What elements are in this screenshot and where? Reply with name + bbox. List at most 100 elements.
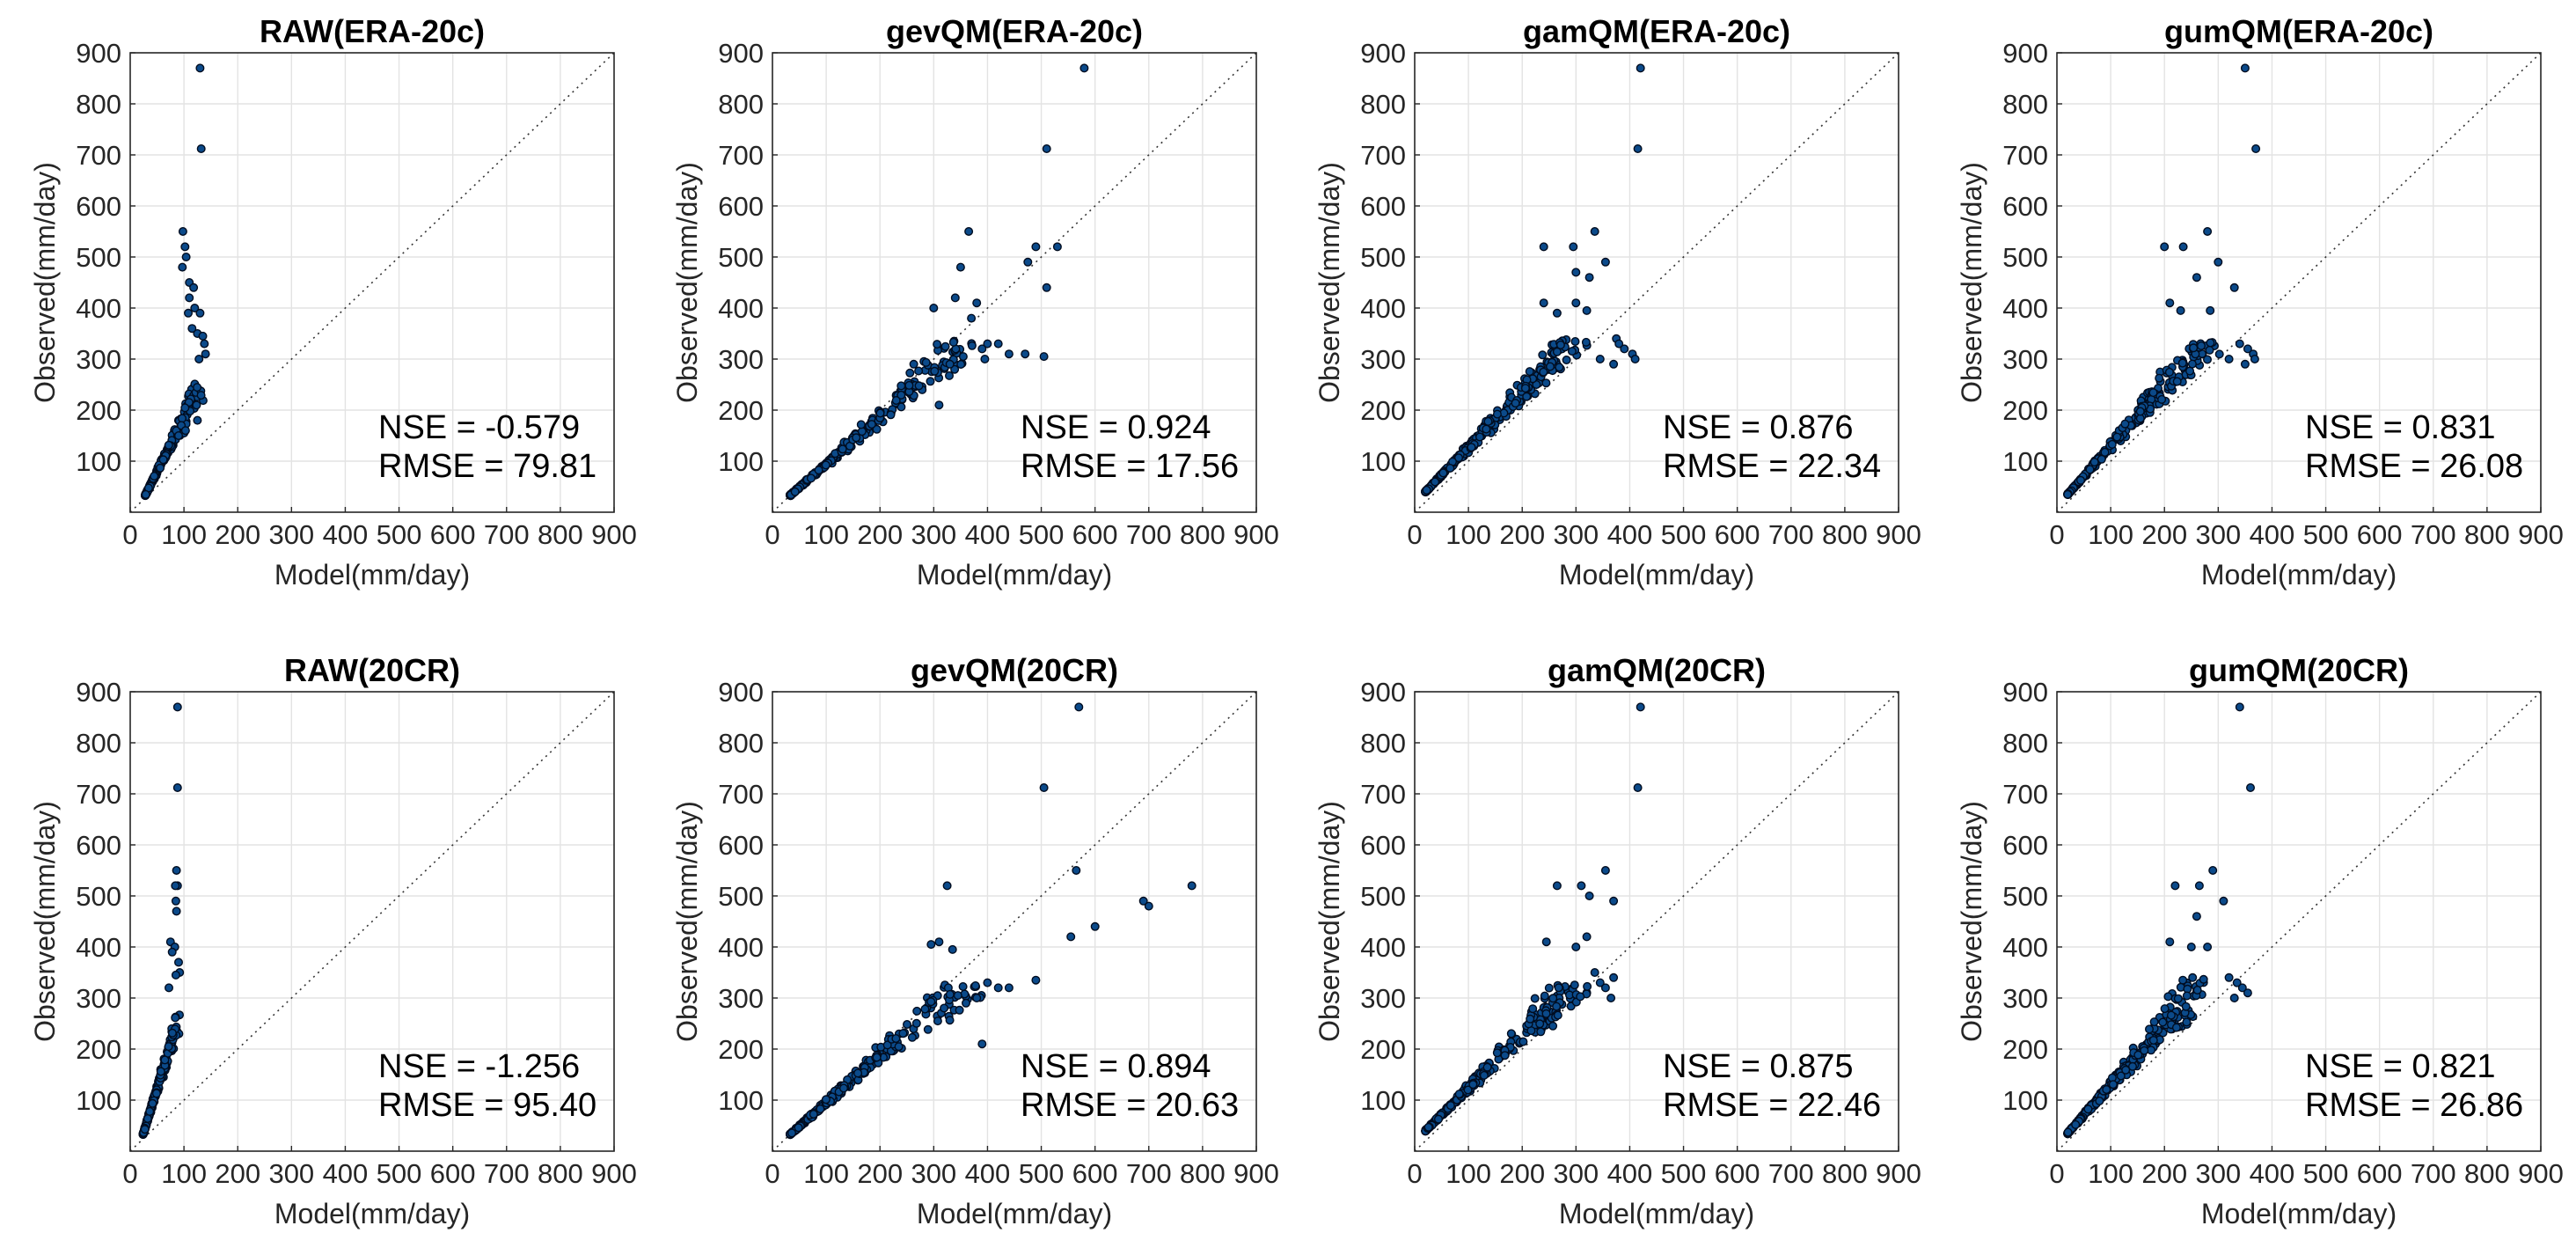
data-point xyxy=(193,415,202,425)
data-point xyxy=(167,1028,177,1038)
data-point xyxy=(141,489,150,499)
x-tick-label: 300 xyxy=(268,1158,314,1189)
x-tick-label: 500 xyxy=(2303,1158,2349,1189)
data-point xyxy=(1570,337,1580,347)
one-to-one-line xyxy=(129,52,615,513)
data-point xyxy=(816,1104,825,1113)
data-point xyxy=(2240,359,2250,369)
data-point xyxy=(173,431,183,441)
y-tick-label: 600 xyxy=(76,191,121,222)
x-tick-label: 400 xyxy=(323,1158,369,1189)
y-axis-label: Observed(mm/day) xyxy=(29,801,61,1042)
data-point xyxy=(896,390,906,400)
y-tick-label: 600 xyxy=(1360,191,1406,222)
data-point xyxy=(1072,866,1081,876)
x-tick-label: 600 xyxy=(1072,1158,1118,1189)
data-point xyxy=(2155,373,2164,383)
data-point xyxy=(940,341,950,351)
rmse-annotation: RMSE = 22.46 xyxy=(1663,1087,1881,1124)
data-point xyxy=(1538,350,1548,360)
data-point xyxy=(1467,443,1476,452)
data-point xyxy=(2219,896,2228,906)
x-tick-label: 700 xyxy=(1768,519,1814,550)
data-point xyxy=(172,906,181,916)
data-point xyxy=(867,420,876,429)
chart-panel: 0 100 200 300 400 500 600 700 800 900 100 200 300 400… xyxy=(29,652,637,1229)
y-tick-label: 800 xyxy=(718,728,764,759)
x-tick-label: 300 xyxy=(1553,1158,1599,1189)
y-tick-label: 300 xyxy=(718,983,764,1014)
data-point xyxy=(193,383,202,393)
x-tick-label: 800 xyxy=(1822,1158,1868,1189)
data-point xyxy=(814,466,823,475)
x-tick-label: 0 xyxy=(1407,1158,1422,1189)
data-point xyxy=(838,444,847,454)
data-point xyxy=(1525,367,1534,377)
data-point xyxy=(958,981,968,991)
data-point xyxy=(200,339,209,349)
data-point xyxy=(977,344,987,354)
y-tick-label: 400 xyxy=(76,293,121,324)
data-point xyxy=(1031,242,1041,252)
data-point xyxy=(1562,356,1571,365)
data-point xyxy=(1609,896,1619,906)
y-tick-label: 500 xyxy=(76,242,121,273)
data-point xyxy=(1552,308,1562,318)
y-tick-label: 900 xyxy=(718,38,764,69)
x-tick-label: 900 xyxy=(591,1158,637,1189)
data-point xyxy=(1423,1122,1433,1132)
data-point xyxy=(2243,344,2252,354)
data-point xyxy=(933,340,942,349)
data-point xyxy=(143,1113,152,1123)
data-point xyxy=(853,1068,863,1078)
nse-annotation: NSE = -1.256 xyxy=(378,1048,580,1085)
data-point xyxy=(172,866,181,876)
x-tick-label: 500 xyxy=(1661,519,1707,550)
data-point xyxy=(944,371,954,380)
data-point xyxy=(2135,407,2145,416)
data-point xyxy=(2251,143,2261,153)
data-point xyxy=(172,702,182,712)
data-point xyxy=(2192,985,2202,994)
data-point xyxy=(1570,980,1579,990)
x-tick-label: 700 xyxy=(484,1158,530,1189)
data-point xyxy=(983,978,992,987)
data-point xyxy=(177,414,187,423)
data-point xyxy=(1031,975,1041,985)
data-point xyxy=(2165,298,2175,308)
plot-frame xyxy=(772,52,1257,513)
rmse-annotation: RMSE = 17.56 xyxy=(1021,448,1239,485)
data-point xyxy=(1576,992,1585,1002)
x-tick-label: 700 xyxy=(2411,519,2456,550)
x-tick-label: 400 xyxy=(965,519,1011,550)
data-point xyxy=(196,391,206,400)
x-tick-label: 400 xyxy=(1607,519,1653,550)
one-to-one-line xyxy=(1414,691,1899,1152)
rmse-annotation: RMSE = 22.34 xyxy=(1663,448,1881,485)
x-tick-label: 200 xyxy=(857,519,903,550)
data-point xyxy=(180,403,190,413)
data-point xyxy=(2181,1002,2191,1011)
data-point xyxy=(2102,1084,2111,1094)
y-tick-label: 800 xyxy=(76,728,121,759)
data-point xyxy=(2199,974,2208,984)
x-tick-label: 0 xyxy=(1407,519,1422,550)
y-tick-label: 800 xyxy=(76,89,121,120)
y-tick-label: 200 xyxy=(1360,395,1406,426)
nse-annotation: NSE = 0.876 xyxy=(1663,409,1854,446)
data-point xyxy=(2176,305,2185,315)
y-tick-label: 700 xyxy=(2002,140,2048,171)
y-tick-label: 200 xyxy=(718,1034,764,1065)
y-tick-label: 100 xyxy=(718,1085,764,1116)
x-tick-label: 500 xyxy=(377,1158,422,1189)
plot-frame xyxy=(1414,52,1899,513)
data-point xyxy=(1595,978,1605,987)
data-point xyxy=(2170,881,2180,891)
data-point xyxy=(2224,972,2234,982)
y-tick-label: 700 xyxy=(1360,779,1406,810)
data-point xyxy=(970,980,980,990)
panel-title: gevQM(20CR) xyxy=(911,652,1118,688)
y-tick-label: 600 xyxy=(2002,191,2048,222)
scatter-points xyxy=(1421,702,1645,1136)
x-tick-label: 900 xyxy=(1876,1158,1921,1189)
